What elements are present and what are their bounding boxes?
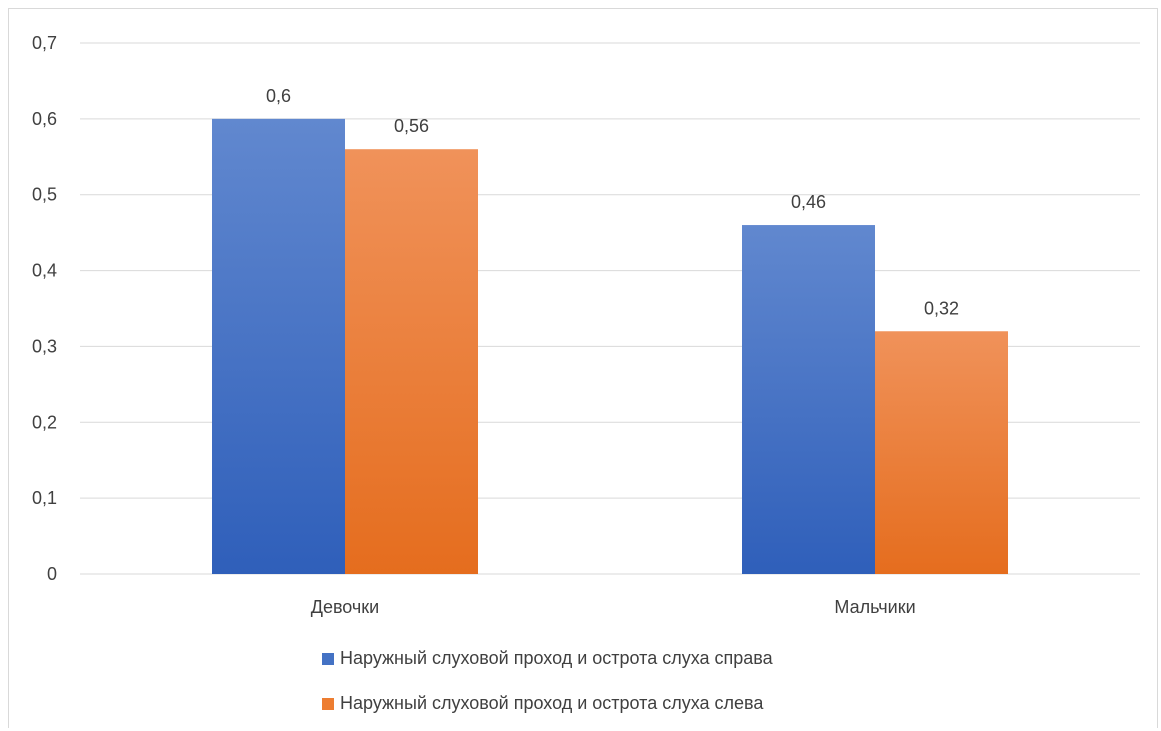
y-tick-label: 0 (47, 564, 57, 584)
y-tick-label: 0,7 (32, 33, 57, 53)
legend-item-right: Наружный слуховой проход и острота слуха… (322, 648, 773, 669)
data-label: 0,46 (791, 192, 826, 212)
legend-swatch-right (322, 652, 334, 665)
bar (212, 118, 345, 574)
data-label: 0,56 (394, 116, 429, 136)
y-tick-label: 0,2 (32, 412, 57, 432)
x-tick-label: Мальчики (834, 597, 915, 617)
y-tick-label: 0,3 (32, 336, 57, 356)
bars (212, 118, 1008, 575)
data-label: 0,32 (924, 298, 959, 318)
y-tick-label: 0,5 (32, 185, 57, 205)
y-tick-label: 0,1 (32, 488, 57, 508)
bar (742, 225, 875, 575)
legend-swatch-left (322, 697, 334, 710)
y-tick-label: 0,4 (32, 261, 57, 281)
data-label: 0,6 (266, 86, 291, 106)
data-labels: 0,6 0,56 0,46 0,32 (266, 86, 959, 318)
bar (875, 331, 1008, 574)
x-tick-label: Девочки (311, 597, 379, 617)
bar (345, 149, 478, 574)
x-axis-ticks: Девочки Мальчики (311, 597, 916, 617)
legend-item-left: Наружный слуховой проход и острота слуха… (322, 693, 763, 714)
chart-frame (8, 8, 1158, 728)
legend-label-right: Наружный слуховой проход и острота слуха… (340, 648, 773, 668)
legend-label-left: Наружный слуховой проход и острота слуха… (340, 693, 764, 713)
y-axis-ticks: 0 0,1 0,2 0,3 0,4 0,5 0,6 0,7 (32, 33, 57, 584)
y-tick-label: 0,6 (32, 109, 57, 129)
